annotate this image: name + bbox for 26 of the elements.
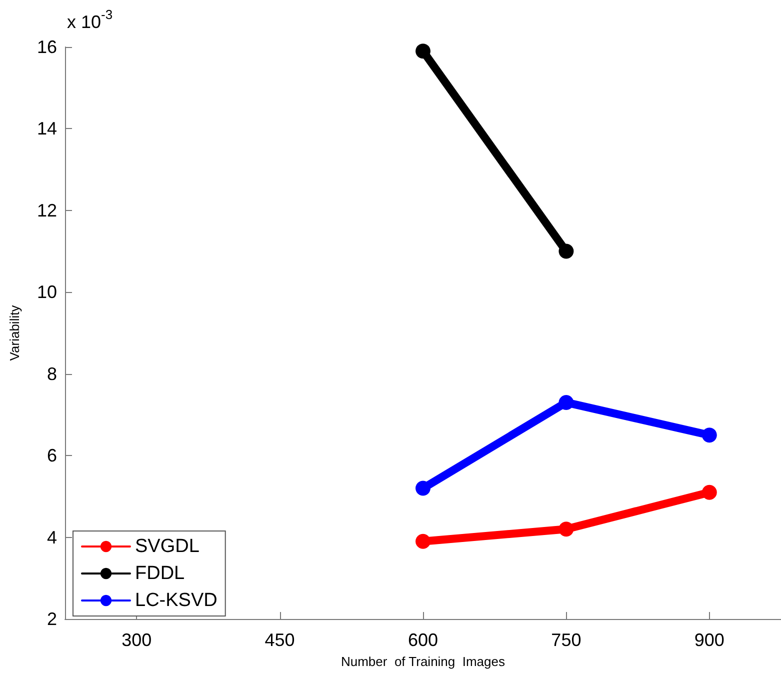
x-tick-label: 300 [122, 630, 152, 650]
y-tick-label: 6 [46, 446, 57, 466]
legend-label: LC-KSVD [135, 590, 218, 611]
x-tick-label: 900 [694, 630, 724, 650]
y-tick-label: 10 [36, 282, 57, 302]
legend-label: SVGDL [135, 536, 200, 557]
legend-label: FDDL [135, 563, 185, 584]
y-tick-label: 2 [46, 609, 57, 629]
y-tick-label: 4 [46, 527, 57, 548]
y-axis-title: Variability [7, 304, 22, 361]
point [558, 244, 574, 259]
point [558, 394, 574, 410]
x-tick-label: 600 [408, 630, 438, 650]
y-tick-label: 14 [36, 118, 57, 139]
x-tick-label: 750 [551, 630, 582, 650]
y-tick-label: 16 [36, 37, 57, 57]
point [558, 522, 574, 537]
y-tick-label: 8 [46, 364, 57, 384]
y-tick-label: 12 [36, 200, 57, 220]
point [702, 484, 717, 500]
point [416, 534, 430, 549]
x-axis-title: Number of Training Images [340, 654, 506, 669]
point [416, 480, 430, 496]
point [702, 428, 717, 443]
point [416, 44, 430, 59]
x-tick-label: 450 [264, 630, 295, 650]
